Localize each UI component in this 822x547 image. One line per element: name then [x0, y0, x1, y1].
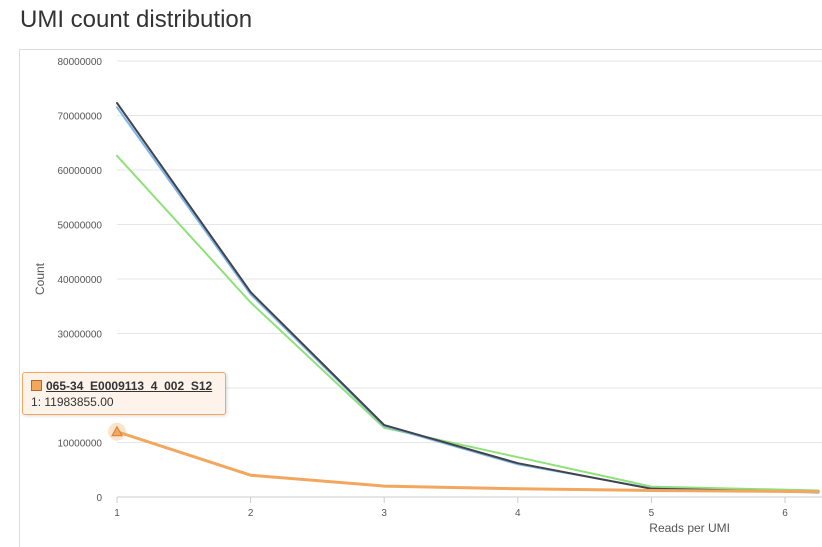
- series-tooltip: 065-34_E0009113_4_002_S12 1: 11983855.00: [22, 372, 226, 415]
- tooltip-x-label: 1: [31, 395, 38, 409]
- x-tick-label: 3: [381, 508, 387, 519]
- grid-lines: [117, 60, 822, 498]
- x-tick-label: 5: [649, 508, 655, 519]
- hover-point-marker: [111, 425, 123, 437]
- y-tick-label: 30000000: [58, 330, 103, 341]
- y-tick-label: 70000000: [58, 112, 103, 123]
- x-tick-label: 6: [782, 508, 788, 519]
- y-tick-label: 40000000: [58, 275, 103, 286]
- page-title: UMI count distribution: [20, 6, 253, 33]
- series-line-1[interactable]: [116, 154, 820, 492]
- x-tick-label: 4: [515, 508, 521, 519]
- series-line-4[interactable]: [115, 430, 820, 494]
- x-axis-title: Reads per UMI: [649, 521, 730, 535]
- x-tick-label: 2: [248, 508, 254, 519]
- series-lines[interactable]: [115, 102, 820, 494]
- y-tick-label: 0: [96, 493, 102, 504]
- y-tick-label: 60000000: [58, 166, 103, 177]
- chart-frame: [19, 49, 822, 547]
- x-tick-label: 1: [114, 508, 120, 519]
- tooltip-value: 11983855.00: [44, 395, 114, 409]
- series-line-3[interactable]: [116, 102, 820, 494]
- tooltip-series-name: 065-34_E0009113_4_002_S12: [46, 379, 213, 393]
- tooltip-series-swatch: [31, 380, 42, 391]
- series-line-2[interactable]: [116, 106, 820, 494]
- y-axis-title: Count: [33, 262, 47, 295]
- y-tick-label: 50000000: [58, 221, 103, 232]
- y-tick-label: 10000000: [58, 439, 103, 450]
- y-tick-label: 80000000: [58, 57, 103, 68]
- hover-marker: [108, 422, 126, 441]
